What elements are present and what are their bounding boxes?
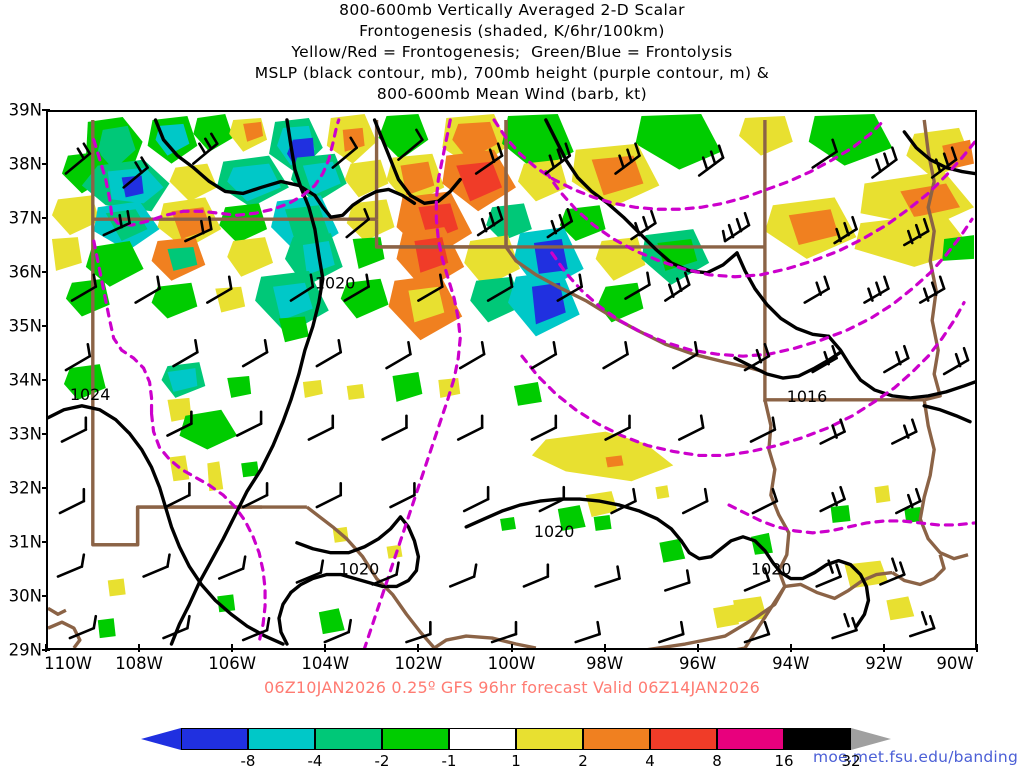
x-tick-label-92W: 92W xyxy=(865,654,903,673)
wind-barbs xyxy=(56,128,970,644)
colorbar-tick--1: -1 xyxy=(441,752,457,770)
x-tick-mark xyxy=(324,644,327,652)
colorbar-cell-0[interactable] xyxy=(181,728,248,750)
mslp-label-1020-c: 1020 xyxy=(534,522,575,541)
colorbar-cell-6[interactable] xyxy=(583,728,650,750)
colorbar-cell-8[interactable] xyxy=(717,728,784,750)
x-tick-mark xyxy=(417,644,420,652)
political-borders xyxy=(48,119,969,648)
colorbar-tick-32: 32 xyxy=(841,752,861,770)
y-tick-label-30N: 30N xyxy=(8,586,42,606)
title-line-5: 800-600mb Mean Wind (barb, kt) xyxy=(376,85,648,103)
map-canvas: 1024 1020 1016 1020 1020 1020 xyxy=(48,113,975,648)
colorbar-cell-5[interactable] xyxy=(516,728,583,750)
title-line-1: 800-600mb Vertically Averaged 2-D Scalar xyxy=(339,1,685,19)
x-tick-mark xyxy=(976,644,978,652)
y-tick-label-35N: 35N xyxy=(8,316,42,336)
mslp-label-1020-a: 1020 xyxy=(315,274,356,293)
colorbar-cell-1[interactable] xyxy=(248,728,315,750)
watermark-link[interactable]: moe.met.fsu.edu/banding xyxy=(813,748,1018,766)
colorbar-tick--8: -8 xyxy=(240,752,256,770)
mslp-contours xyxy=(48,118,975,646)
colorbar-cells[interactable] xyxy=(181,728,851,750)
x-tick-mark xyxy=(603,644,606,652)
x-tick-label-100W: 100W xyxy=(487,654,536,673)
colorbar-cell-7[interactable] xyxy=(650,728,717,750)
map-plot-area[interactable]: 1024 1020 1016 1020 1020 1020 xyxy=(46,110,977,650)
colorbar-tick-16: 16 xyxy=(774,752,794,770)
x-tick-label-110W: 110W xyxy=(44,654,92,673)
chart-title-block: 800-600mb Vertically Averaged 2-D Scalar… xyxy=(0,0,1024,105)
y-tick-label-31N: 31N xyxy=(8,532,42,552)
x-tick-mark xyxy=(882,644,885,652)
colorbar-tick--4: -4 xyxy=(307,752,323,770)
x-tick-label-108W: 108W xyxy=(115,654,163,673)
title-line-2: Frontogenesis (shaded, K/6hr/100km) xyxy=(359,22,665,40)
frontogenesis-shading xyxy=(51,113,975,639)
x-tick-label-98W: 98W xyxy=(585,654,624,673)
contour-labels: 1024 1020 1016 1020 1020 1020 xyxy=(70,274,827,579)
x-tick-label-106W: 106W xyxy=(208,654,257,673)
x-tick-label-102W: 102W xyxy=(394,654,443,673)
y-tick-label-39N: 39N xyxy=(8,100,42,120)
x-tick-mark xyxy=(510,644,513,652)
colorbar[interactable]: moe.met.fsu.edu/banding -8 -4 -2 -1 1 2 4 8 16 32 xyxy=(0,722,1024,770)
colorbar-tick-2: 2 xyxy=(578,752,588,770)
y-tick-label-32N: 32N xyxy=(8,478,42,498)
title-line-3: Yellow/Red = Frontogenesis; Green/Blue =… xyxy=(291,43,733,61)
x-tick-mark xyxy=(789,644,792,652)
y-axis: 39N 38N 37N 36N 35N 34N 33N 32N 31N 30N 29N xyxy=(0,101,50,660)
colorbar-arrow-right xyxy=(851,728,891,750)
title-line-4: MSLP (black contour, mb), 700mb height (… xyxy=(254,64,770,82)
x-tick-mark xyxy=(696,644,699,652)
x-tick-mark xyxy=(231,644,234,652)
mslp-label-1016: 1016 xyxy=(787,387,828,406)
y-tick-label-36N: 36N xyxy=(8,262,42,282)
x-axis: 110W 108W 106W 104W 102W 100W 98W 96W 94W 92W 90W xyxy=(44,644,978,676)
colorbar-cell-2[interactable] xyxy=(315,728,382,750)
x-tick-label-90W: 90W xyxy=(936,654,974,673)
colorbar-cell-3[interactable] xyxy=(382,728,449,750)
y-tick-label-37N: 37N xyxy=(8,208,42,228)
colorbar-tick--2: -2 xyxy=(374,752,390,770)
colorbar-cell-4[interactable] xyxy=(449,728,516,750)
mslp-label-1020-d: 1020 xyxy=(751,560,792,579)
colorbar-arrow-left xyxy=(141,728,181,750)
x-tick-label-104W: 104W xyxy=(301,654,350,673)
y-tick-label-29N: 29N xyxy=(8,640,42,660)
forecast-caption: 06Z10JAN2026 0.25º GFS 96hr forecast Val… xyxy=(264,678,760,697)
colorbar-tick-4: 4 xyxy=(645,752,655,770)
colorbar-cell-9[interactable] xyxy=(784,728,851,750)
y-tick-label-33N: 33N xyxy=(8,424,42,444)
x-tick-mark xyxy=(138,644,141,652)
x-tick-label-94W: 94W xyxy=(772,654,810,673)
mslp-label-1024: 1024 xyxy=(70,385,111,404)
y-tick-label-38N: 38N xyxy=(8,154,42,174)
colorbar-tick-8: 8 xyxy=(712,752,722,770)
mslp-label-1020-b: 1020 xyxy=(339,560,380,579)
x-tick-mark xyxy=(45,644,47,652)
colorbar-tick-1: 1 xyxy=(511,752,521,770)
x-tick-label-96W: 96W xyxy=(679,654,717,673)
y-tick-label-34N: 34N xyxy=(8,370,42,390)
